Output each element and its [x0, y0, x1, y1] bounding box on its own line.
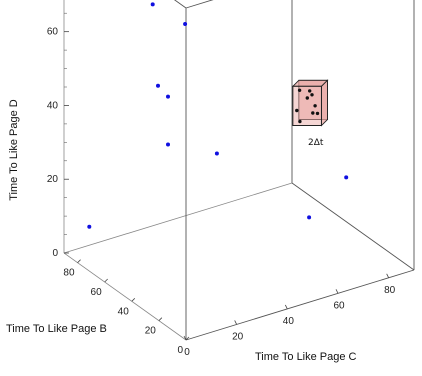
x-tick-label: 40: [118, 306, 130, 317]
cluster-point: [305, 96, 309, 100]
x-tick-label: 60: [91, 287, 103, 298]
x-tick-mark: [77, 259, 81, 263]
data-point: [87, 224, 92, 229]
data-point: [150, 2, 155, 7]
cluster-point: [298, 119, 302, 124]
x-tick-label: 0: [177, 345, 183, 356]
y-tick-label: 0: [184, 347, 190, 358]
cube-front-face: [292, 85, 322, 127]
y-tick-label: 60: [333, 300, 345, 311]
x-tick-mark: [185, 336, 190, 341]
cube-annotation: 2Δt: [308, 138, 324, 148]
y-tick-mark: [234, 320, 238, 325]
z-tick-label: 60: [47, 27, 59, 38]
data-point: [166, 142, 170, 147]
x-tick-label: 20: [145, 326, 157, 337]
x-tick-mark: [131, 298, 136, 302]
cluster-point: [313, 104, 317, 108]
data-point: [183, 22, 188, 26]
x-tick-mark: [104, 278, 108, 283]
cluster-point: [315, 111, 320, 116]
z-axis-label: Time To Like Page D: [8, 99, 20, 201]
y-tick-mark: [335, 289, 339, 294]
x-tick-mark: [158, 317, 163, 321]
z-tick-label: 20: [47, 174, 59, 185]
cube-side-face: [321, 79, 328, 127]
box-edge-1: [63, 182, 293, 254]
y-tick-label: 20: [232, 331, 244, 342]
y-axis-label: Time To Like Page C: [255, 351, 357, 363]
y-tick-label: 40: [283, 316, 295, 327]
axis-ticks: 020406080020406080020406080: [47, 12, 396, 358]
x-axis-label: Time To Like Page B: [6, 323, 107, 335]
data-point: [344, 175, 349, 180]
y-tick-mark: [183, 335, 187, 341]
data-point: [156, 83, 160, 88]
box-edge-0: [63, 252, 187, 341]
z-tick-label: 0: [52, 248, 58, 259]
highlight-cube: [291, 79, 329, 127]
data-point: [166, 94, 170, 99]
box-edge-2: [291, 182, 415, 271]
z-tick-label: 40: [47, 100, 59, 111]
cluster-point: [297, 88, 302, 93]
y-tick-mark: [386, 273, 390, 278]
data-point: [307, 215, 312, 220]
cluster-point: [308, 89, 312, 93]
data-points: [87, 2, 349, 229]
bounding-box: [63, 0, 415, 341]
box-edge-7: [185, 0, 214, 9]
box-edge-3: [185, 269, 415, 341]
y-tick-mark: [284, 304, 288, 310]
cluster-point: [311, 111, 315, 115]
y-tick-label: 80: [384, 285, 396, 296]
cluster-point: [295, 108, 299, 113]
cluster-point: [310, 93, 314, 97]
box-edge-4: [174, 0, 187, 9]
x-tick-label: 80: [63, 268, 75, 279]
data-point: [214, 151, 219, 156]
